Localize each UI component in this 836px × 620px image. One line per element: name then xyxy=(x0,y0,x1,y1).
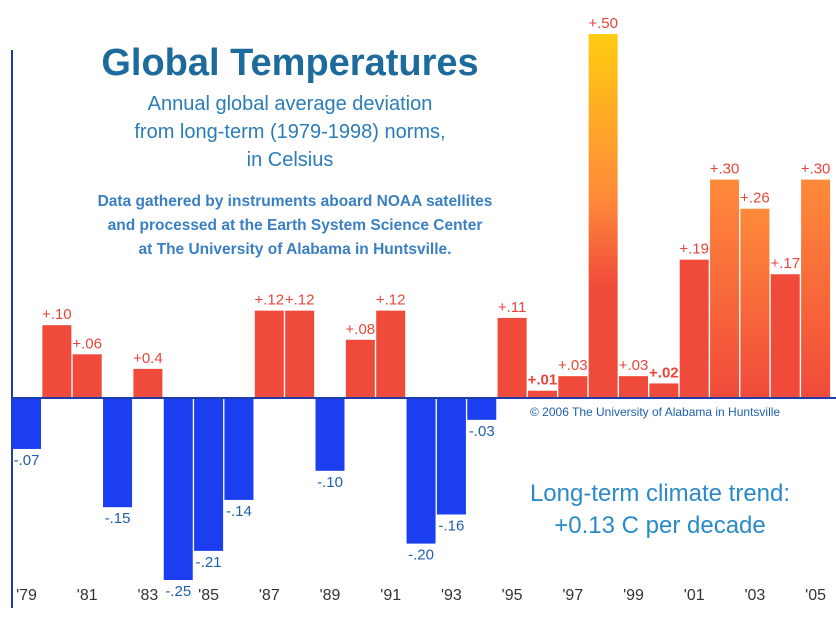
x-tick-label: '83 xyxy=(137,587,158,604)
value-label-1994: -.03 xyxy=(469,423,495,440)
subtitle-line: from long-term (1979-1998) norms, xyxy=(134,121,446,143)
bar-2005 xyxy=(801,179,831,398)
value-label-1997: +.03 xyxy=(558,357,588,374)
value-label-1987: +.12 xyxy=(254,292,284,309)
bar-2000 xyxy=(649,383,679,398)
value-label-2005: +.30 xyxy=(801,161,831,178)
bar-1996 xyxy=(527,390,557,398)
x-tick-label: '85 xyxy=(198,587,219,604)
value-label-1998: +.50 xyxy=(588,15,618,32)
bar-1991 xyxy=(376,310,406,398)
value-label-1995: +.11 xyxy=(498,299,527,316)
value-label-2004: +.17 xyxy=(770,255,800,272)
bar-2004 xyxy=(770,274,800,398)
x-tick-label: '01 xyxy=(684,587,705,604)
bar-1995 xyxy=(497,317,527,398)
bar-1993 xyxy=(436,398,466,515)
bar-1983 xyxy=(133,368,163,398)
chart-subtitle: Annual global average deviation from lon… xyxy=(40,90,540,174)
x-tick-label: '97 xyxy=(562,587,583,604)
data-source-note: Data gathered by instruments aboard NOAA… xyxy=(30,190,560,262)
bar-1994 xyxy=(467,398,497,420)
trend-line: Long-term climate trend: xyxy=(529,480,791,507)
bar-1981 xyxy=(72,354,102,398)
bar-1988 xyxy=(285,310,315,398)
bar-1985 xyxy=(194,398,224,551)
bar-1979 xyxy=(12,398,41,449)
value-label-2003: +.26 xyxy=(740,190,770,207)
value-label-1981: +.06 xyxy=(72,335,102,352)
value-label-1990: +.08 xyxy=(346,321,376,338)
value-label-1996: +.01 xyxy=(528,372,558,389)
chart-title: Global Temperatures xyxy=(101,42,479,84)
value-label-1986: -.14 xyxy=(226,503,252,520)
bar-1984 xyxy=(163,398,193,580)
x-tick-label: '91 xyxy=(380,587,401,604)
bar-1999 xyxy=(619,376,648,398)
value-label-1985: -.21 xyxy=(196,554,222,571)
value-label-2000: +.02 xyxy=(649,364,679,381)
value-label-1989: -.10 xyxy=(317,474,343,491)
value-label-1993: -.16 xyxy=(438,517,464,534)
value-label-1991: +.12 xyxy=(376,292,406,309)
bar-1986 xyxy=(224,398,254,500)
value-label-1983: +0.4 xyxy=(133,350,163,367)
climate-trend-annotation: Long-term climate trend: +0.13 C per dec… xyxy=(480,478,836,542)
bar-1997 xyxy=(558,376,588,398)
x-tick-label: '87 xyxy=(259,587,280,604)
bar-1998 xyxy=(588,34,618,398)
note-line: Data gathered by instruments aboard NOAA… xyxy=(97,193,493,210)
bar-1982 xyxy=(103,398,133,508)
x-tick-label: '93 xyxy=(441,587,462,604)
subtitle-line: Annual global average deviation xyxy=(147,93,433,115)
value-label-1988: +.12 xyxy=(285,292,315,309)
value-label-1982: -.15 xyxy=(105,510,131,527)
value-label-1999: +.03 xyxy=(619,357,649,374)
x-tick-label: '81 xyxy=(77,587,98,604)
value-label-1980: +.10 xyxy=(42,306,72,323)
bar-2003 xyxy=(740,208,770,398)
bar-2001 xyxy=(679,259,709,398)
bar-1990 xyxy=(345,339,375,398)
value-label-2002: +.30 xyxy=(710,161,740,178)
x-tick-label: '03 xyxy=(744,587,765,604)
x-tick-label: '99 xyxy=(623,587,644,604)
value-label-1979: -.07 xyxy=(14,452,40,469)
bar-2002 xyxy=(710,179,740,398)
subtitle-line: in Celsius xyxy=(246,149,334,171)
bar-1989 xyxy=(315,398,345,471)
bar-1992 xyxy=(406,398,436,544)
value-label-2001: +.19 xyxy=(679,241,709,258)
bar-1980 xyxy=(42,325,72,398)
bar-1987 xyxy=(254,310,284,398)
value-label-1984: -.25 xyxy=(165,583,191,600)
x-tick-label: '05 xyxy=(805,587,826,604)
x-tick-label: '79 xyxy=(16,587,37,604)
copyright-notice: © 2006 The University of Alabama in Hunt… xyxy=(530,405,781,419)
x-tick-label: '89 xyxy=(320,587,341,604)
note-line: at The University of Alabama in Huntsvil… xyxy=(138,241,452,258)
value-label-1992: -.20 xyxy=(408,547,434,564)
trend-line: +0.13 C per decade xyxy=(554,512,766,539)
x-tick-label: '95 xyxy=(502,587,523,604)
note-line: and processed at the Earth System Scienc… xyxy=(107,217,483,234)
